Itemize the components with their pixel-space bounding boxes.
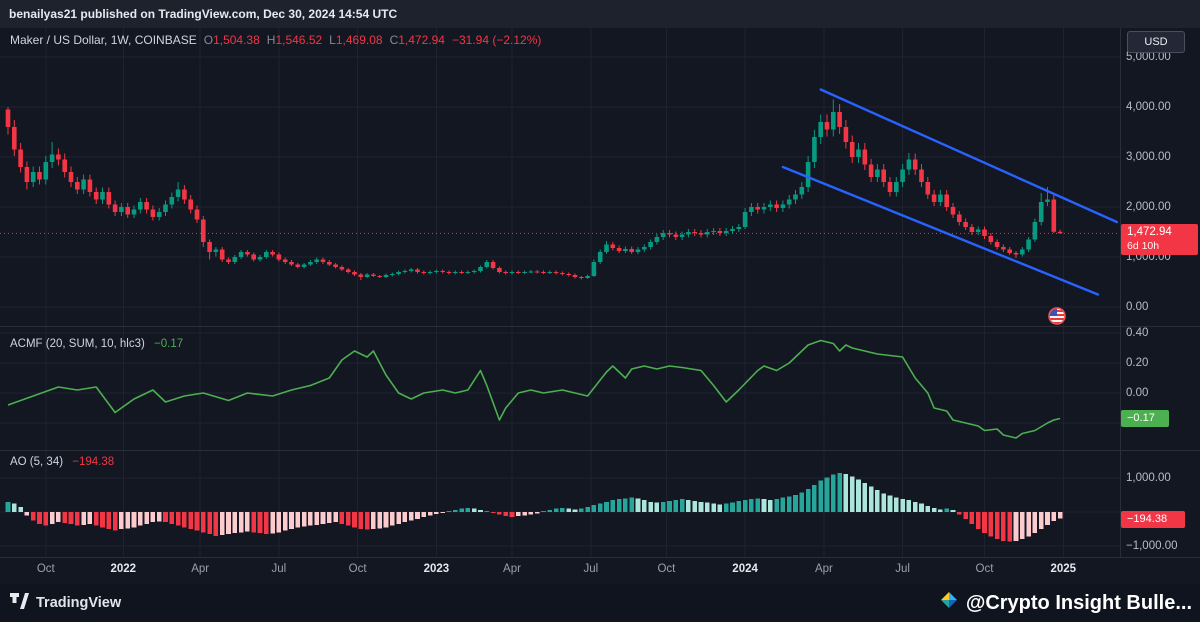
publish-status-bar: benailyas21 published on TradingView.com… [0, 0, 1200, 28]
change-value: −31.94 (−2.12%) [451, 33, 542, 47]
acmf-value-badge: −0.17 [1121, 410, 1169, 427]
acmf-value: −0.17 [154, 338, 184, 350]
symbol-title[interactable]: Maker / US Dollar, 1W, COINBASE [10, 33, 197, 47]
high-letter: H [266, 33, 276, 47]
low-value: 1,469.08 [335, 33, 383, 47]
tradingview-logo-text: TradingView [36, 595, 122, 611]
open-letter: O [203, 33, 214, 47]
acmf-label: ACMF (20, SUM, 10, hlc3) [10, 338, 145, 350]
channel-watermark: @Crypto Insight Bulle... [940, 591, 1192, 615]
grid-layer [0, 28, 1200, 558]
watermark-logo-icon [940, 591, 958, 615]
footer-bar: TradingView @Crypto Insight Bulle... [0, 584, 1200, 622]
publish-status-text: benailyas21 published on TradingView.com… [9, 7, 398, 21]
acmf-indicator-legend[interactable]: ACMF (20, SUM, 10, hlc3) −0.17 [10, 338, 183, 350]
bar-countdown: 6d 10h [1127, 240, 1160, 252]
ao-value: −194.38 [72, 456, 115, 468]
tradingview-logo[interactable]: TradingView [10, 593, 121, 613]
close-value: 1,472.94 [398, 33, 445, 47]
currency-toggle-button[interactable]: USD [1127, 31, 1185, 53]
low-letter: L [329, 33, 336, 47]
high-value: 1,546.52 [275, 33, 323, 47]
trendlines-layer[interactable] [0, 88, 1120, 296]
close-letter: C [389, 33, 399, 47]
symbol-legend: Maker / US Dollar, 1W, COINBASE O1,504.38… [10, 33, 541, 47]
candles-layer [5, 99, 1063, 280]
ao-value-badge: −194.38 [1121, 511, 1185, 528]
tradingview-logo-icon [10, 593, 29, 613]
us-flag-icon [1048, 307, 1066, 325]
watermark-text: @Crypto Insight Bulle... [965, 591, 1192, 614]
acmf-line [7, 339, 1061, 439]
ao-histogram [5, 472, 1063, 542]
ao-indicator-legend[interactable]: AO (5, 34) −194.38 [10, 456, 114, 468]
last-price-label: 1,472.94 6d 10h [1121, 224, 1198, 255]
open-value: 1,504.38 [213, 33, 260, 47]
last-price-value: 1,472.94 [1127, 226, 1172, 238]
ao-label: AO (5, 34) [10, 456, 64, 468]
